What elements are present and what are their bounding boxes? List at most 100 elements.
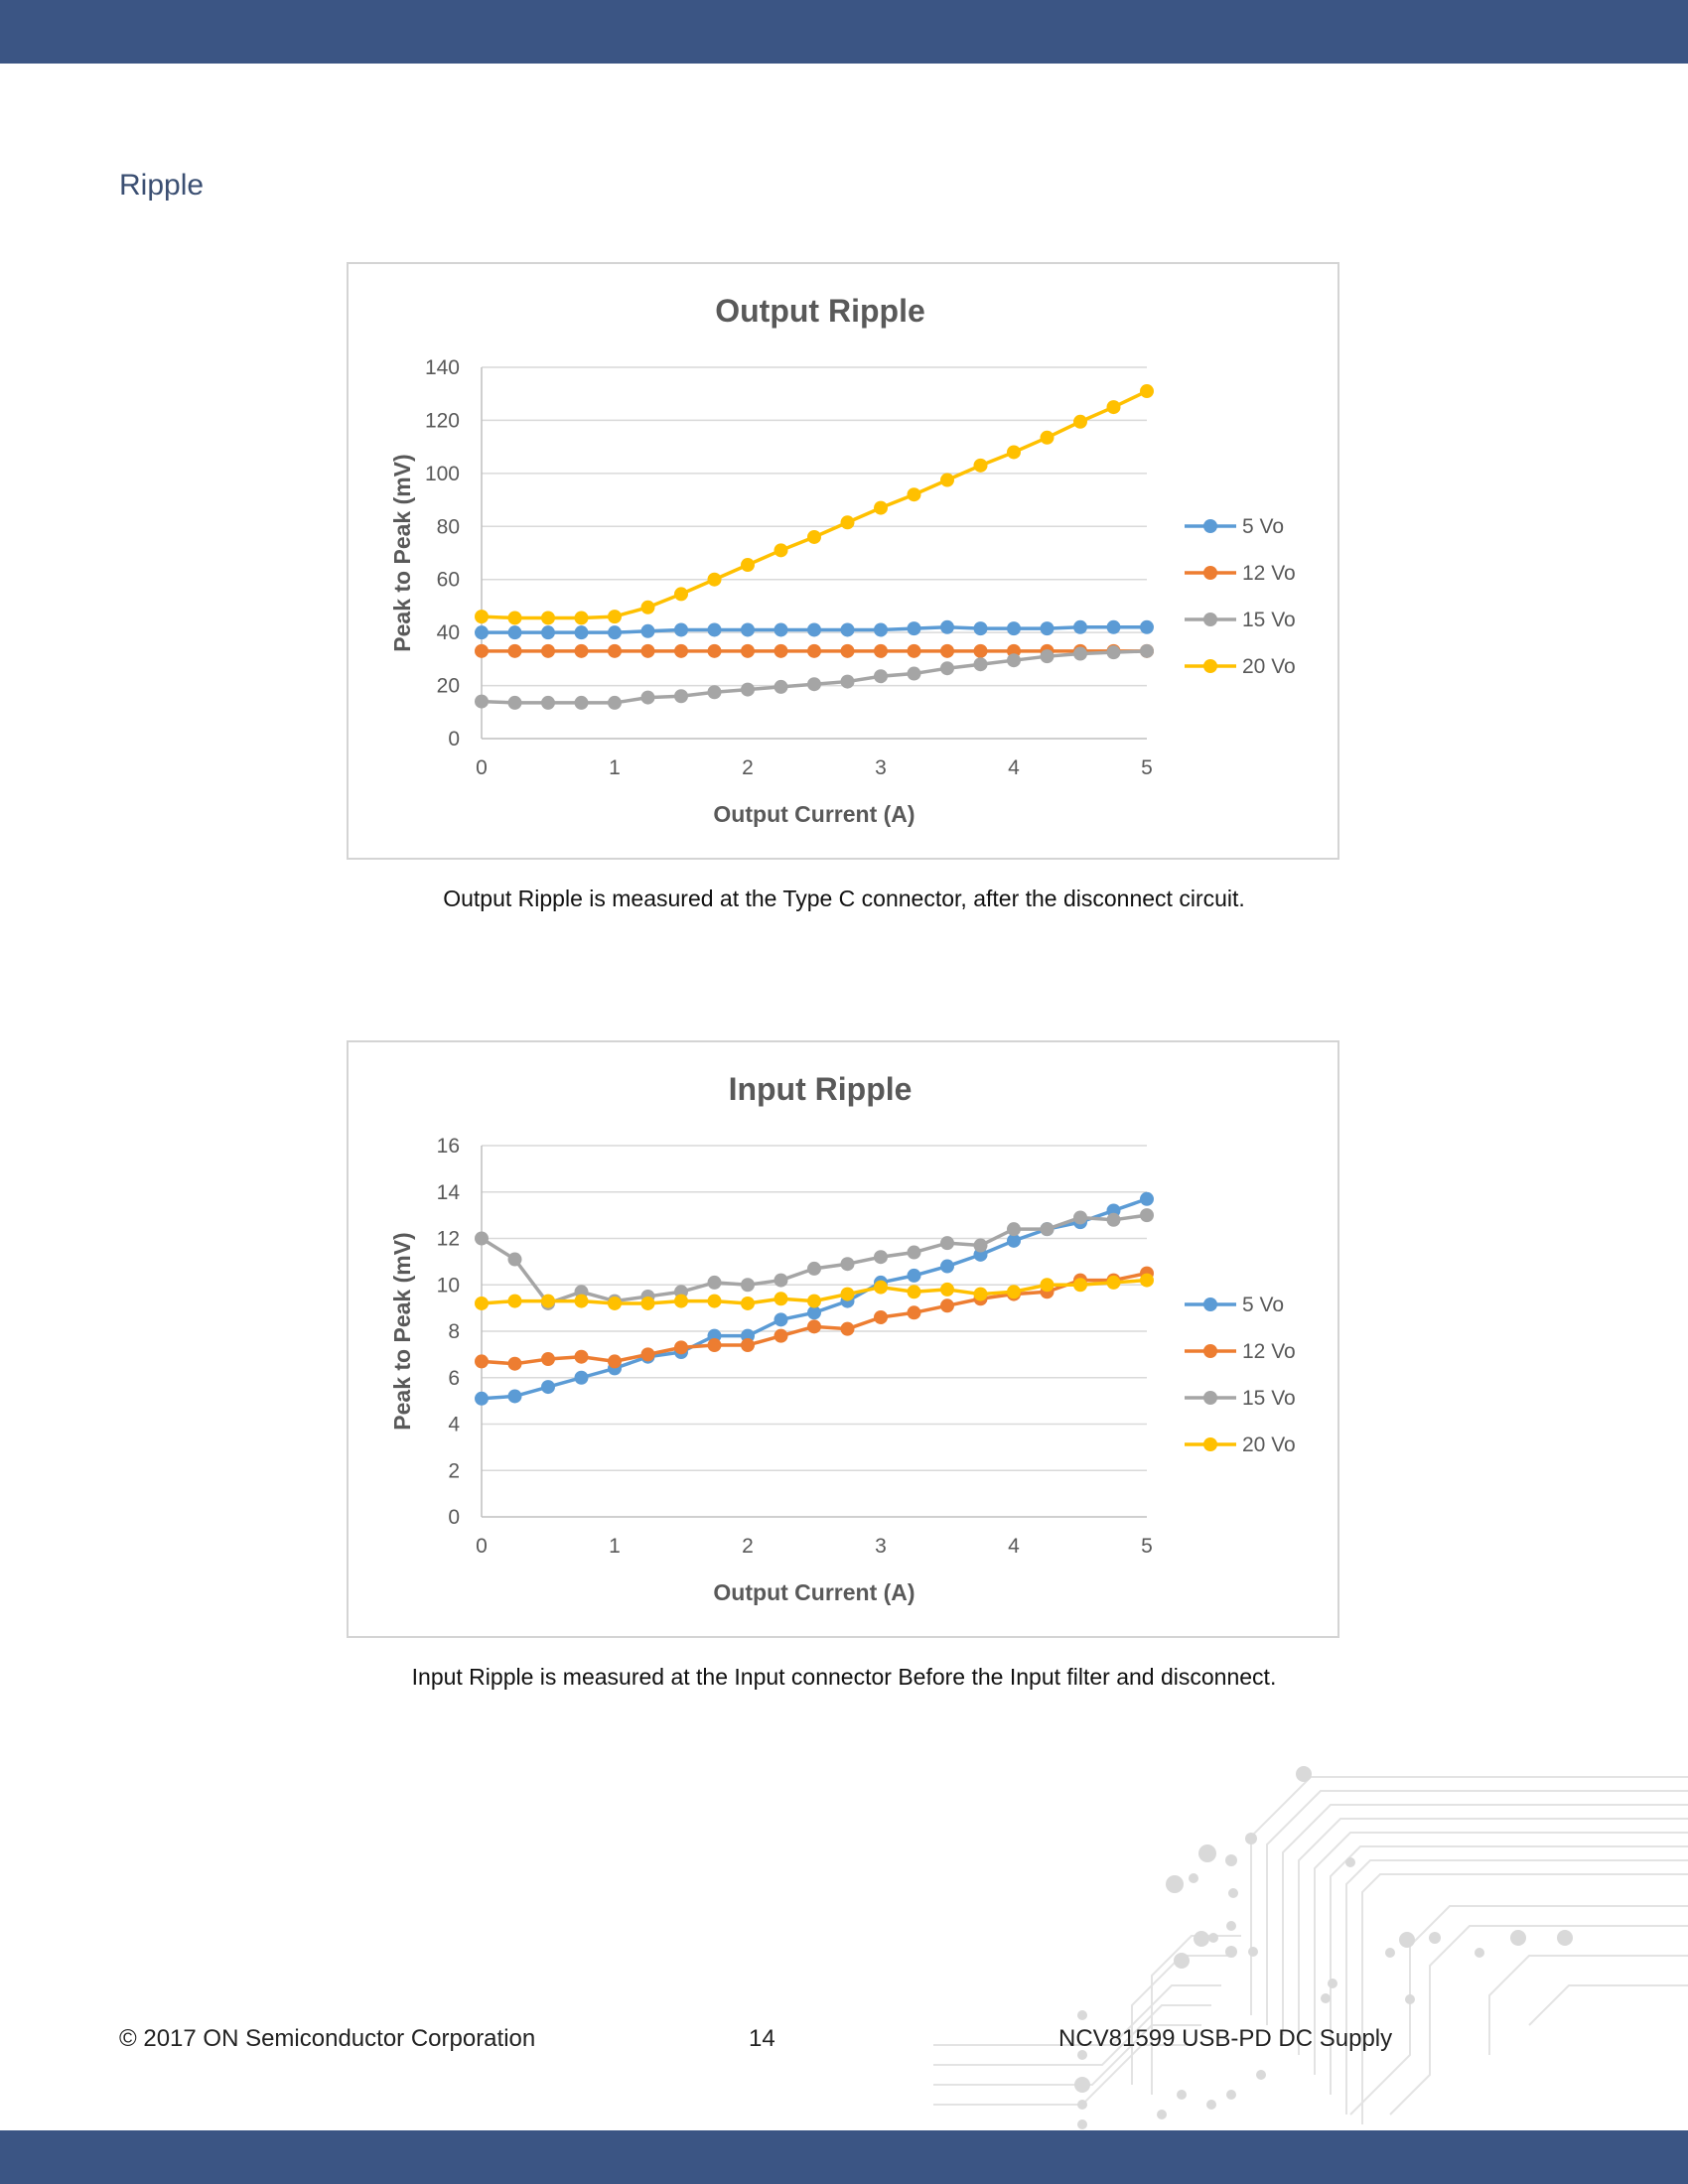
data-point [640, 690, 655, 705]
data-point [973, 657, 988, 672]
data-point [1073, 414, 1087, 429]
data-point [574, 1349, 589, 1364]
y-axis-title: Peak to Peak (mV) [389, 1232, 415, 1430]
data-point [1073, 619, 1087, 634]
data-point [574, 695, 589, 710]
data-point [741, 622, 755, 637]
data-point [1106, 400, 1121, 415]
data-point [973, 1287, 988, 1301]
x-axis-title: Output Current (A) [713, 801, 914, 827]
data-point [940, 1259, 954, 1274]
data-point [774, 1273, 788, 1288]
data-point [1140, 619, 1154, 634]
data-point [608, 695, 622, 710]
data-point [1040, 430, 1055, 445]
data-point [840, 622, 855, 637]
data-point [807, 1319, 821, 1334]
chart-title: Output Ripple [715, 293, 925, 329]
data-point [541, 1294, 555, 1308]
data-point [874, 1309, 888, 1324]
data-point [1106, 1212, 1121, 1227]
data-point [475, 1354, 489, 1369]
y-tick-label: 60 [437, 569, 460, 592]
x-tick-label: 1 [609, 1535, 621, 1558]
legend-label: 20 Vo [1242, 1433, 1296, 1456]
data-point [874, 1250, 888, 1265]
data-point [507, 1294, 522, 1308]
footer-document-title: NCV81599 USB-PD DC Supply [1058, 2025, 1393, 2052]
data-point [741, 1296, 755, 1310]
data-point [874, 1280, 888, 1295]
data-point [907, 643, 921, 658]
y-tick-label: 20 [437, 675, 460, 698]
data-point [940, 643, 954, 658]
data-point [1007, 1233, 1021, 1248]
data-point [1007, 653, 1021, 668]
x-axis-title: Output Current (A) [713, 1579, 914, 1605]
data-point [1040, 1222, 1055, 1237]
x-tick-label: 3 [875, 756, 887, 779]
data-point [640, 600, 655, 614]
data-point [973, 621, 988, 636]
data-point [608, 643, 622, 658]
data-point [741, 682, 755, 697]
data-point [1007, 621, 1021, 636]
data-point [475, 1391, 489, 1406]
legend-label: 5 Vo [1242, 515, 1284, 538]
data-point [574, 1370, 589, 1385]
legend-marker [1203, 1297, 1217, 1311]
legend-label: 20 Vo [1242, 655, 1296, 678]
chart-title: Input Ripple [729, 1071, 913, 1107]
data-point [475, 643, 489, 658]
y-tick-label: 2 [448, 1459, 460, 1482]
data-point [674, 622, 688, 637]
y-tick-label: 14 [437, 1181, 461, 1204]
data-point [1040, 649, 1055, 664]
data-point [507, 695, 522, 710]
data-point [640, 623, 655, 638]
data-point [574, 625, 589, 640]
data-point [707, 572, 722, 587]
data-point [807, 1305, 821, 1320]
x-tick-label: 4 [1008, 1535, 1020, 1558]
data-point [475, 625, 489, 640]
legend-label: 15 Vo [1242, 1387, 1296, 1410]
data-point [807, 529, 821, 544]
y-tick-label: 10 [437, 1274, 460, 1297]
data-point [741, 1278, 755, 1293]
data-point [1140, 384, 1154, 399]
data-point [840, 1321, 855, 1336]
y-tick-label: 40 [437, 621, 460, 644]
legend-marker [1203, 1391, 1217, 1405]
data-point [1073, 1210, 1087, 1225]
input-ripple-caption: Input Ripple is measured at the Input co… [411, 1664, 1277, 1690]
x-tick-label: 0 [476, 756, 488, 779]
data-point [973, 458, 988, 473]
data-point [707, 685, 722, 700]
x-tick-label: 4 [1008, 756, 1020, 779]
data-point [774, 1312, 788, 1327]
data-point [940, 473, 954, 487]
data-point [1007, 1222, 1021, 1237]
y-tick-label: 80 [437, 515, 460, 538]
output-ripple-caption: Output Ripple is measured at the Type C … [443, 886, 1245, 911]
data-point [807, 643, 821, 658]
data-point [541, 625, 555, 640]
data-point [774, 1292, 788, 1306]
y-tick-label: 6 [448, 1367, 460, 1390]
x-tick-label: 2 [742, 1535, 754, 1558]
data-point [874, 622, 888, 637]
data-point [874, 669, 888, 684]
data-point [840, 643, 855, 658]
data-point [507, 643, 522, 658]
data-point [973, 1238, 988, 1253]
data-point [774, 1328, 788, 1343]
y-tick-label: 120 [425, 409, 460, 432]
data-point [541, 1380, 555, 1395]
data-point [774, 643, 788, 658]
legend-label: 15 Vo [1242, 609, 1296, 631]
data-point [674, 1294, 688, 1308]
data-point [774, 622, 788, 637]
data-point [807, 1294, 821, 1308]
data-point [674, 643, 688, 658]
